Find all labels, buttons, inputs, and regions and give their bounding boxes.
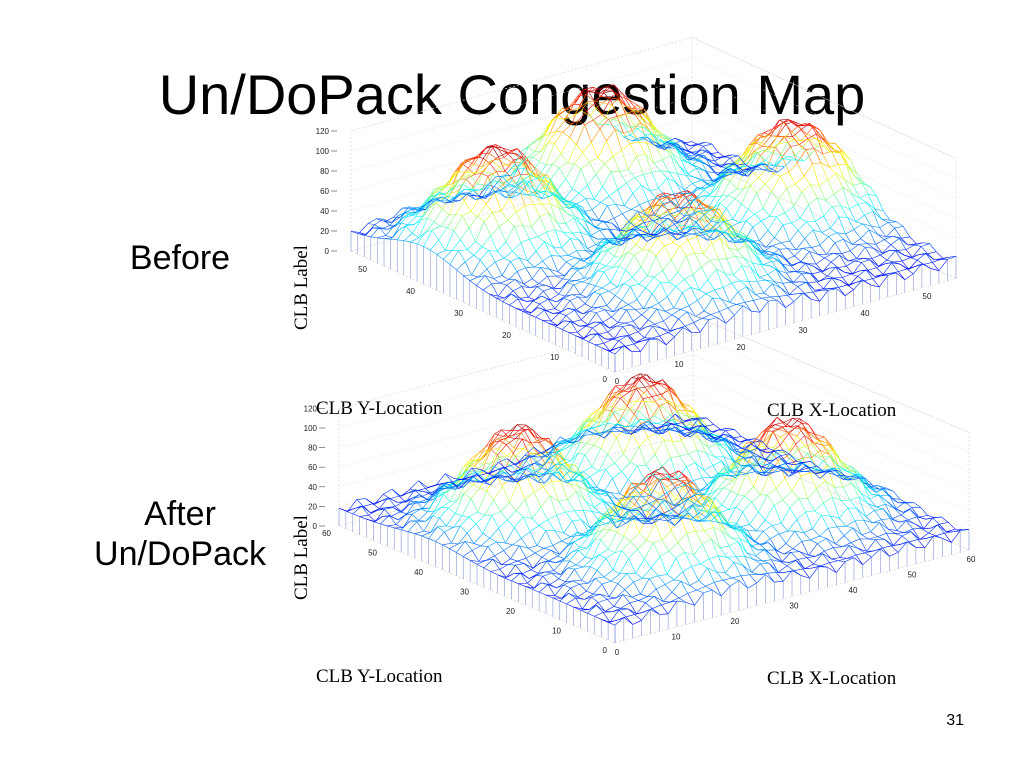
chart2-ylabel: CLB Y-Location	[316, 666, 443, 687]
z-tick-label-0: 0	[325, 247, 330, 256]
z-tick-label-80: 80	[320, 167, 329, 176]
after-label: After Un/DoPack	[70, 494, 290, 574]
chart1-surface: 0 20 40 60 80 100 120 0 10 20 30 40 50 0 10 20 30 40 50	[316, 37, 957, 386]
y-tick-label-0: 0	[603, 646, 608, 655]
z-tick-label-20: 20	[320, 227, 329, 236]
surface-mesh	[338, 373, 970, 643]
z-tick-label-80: 80	[308, 444, 317, 453]
surface-mesh	[350, 84, 957, 372]
after-label-line1: After	[144, 495, 216, 533]
z-tick-label-0: 0	[313, 522, 318, 531]
z-tick-label-60: 60	[308, 463, 317, 472]
z-tick-label-120: 120	[304, 404, 318, 413]
chart1-zlabel: CLB Label	[291, 245, 312, 330]
chart1-ylabel: CLB Y-Location	[316, 398, 443, 419]
x-tick-label-30: 30	[790, 602, 799, 611]
y-tick-label-30: 30	[460, 588, 469, 597]
y-tick-label-20: 20	[502, 331, 511, 340]
x-tick-label-50: 50	[923, 292, 932, 301]
x-tick-label-20: 20	[731, 617, 740, 626]
y-tick-label-10: 10	[550, 353, 559, 362]
y-tick-label-40: 40	[406, 287, 415, 296]
chart1-xlabel: CLB X-Location	[767, 400, 897, 421]
z-tick-label-100: 100	[316, 147, 330, 156]
x-tick-label-0: 0	[615, 648, 620, 657]
y-tick-label-50: 50	[358, 265, 367, 274]
chart2-zlabel: CLB Label	[291, 515, 312, 600]
x-tick-label-0: 0	[615, 377, 620, 386]
y-tick-label-40: 40	[414, 568, 423, 577]
z-tick-label-120: 120	[316, 127, 330, 136]
slide-title: Un/DoPack Congestion Map	[158, 63, 866, 126]
page-number: 31	[946, 712, 964, 729]
x-tick-label-10: 10	[672, 633, 681, 642]
x-tick-label-60: 60	[967, 555, 976, 564]
x-tick-label-30: 30	[799, 326, 808, 335]
x-tick-label-10: 10	[675, 360, 684, 369]
z-tick-label-100: 100	[304, 424, 318, 433]
x-tick-label-40: 40	[861, 309, 870, 318]
before-label: Before	[129, 239, 231, 277]
z-tick-label-20: 20	[308, 502, 317, 511]
z-tick-label-40: 40	[320, 207, 329, 216]
after-label-text: After Un/DoPack	[70, 494, 290, 574]
x-tick-label-20: 20	[737, 343, 746, 352]
y-tick-label-30: 30	[454, 309, 463, 318]
z-tick-label-60: 60	[320, 187, 329, 196]
z-tick-label-40: 40	[308, 483, 317, 492]
x-tick-label-40: 40	[849, 586, 858, 595]
chart2-surface: 0204060801001200102030405060010203040506…	[304, 315, 976, 657]
y-tick-label-50: 50	[368, 549, 377, 558]
x-tick-label-50: 50	[908, 571, 917, 580]
y-tick-label-0: 0	[603, 375, 608, 384]
y-tick-label-10: 10	[552, 627, 561, 636]
after-label-line2: Un/DoPack	[94, 535, 266, 573]
y-tick-label-20: 20	[506, 607, 515, 616]
y-tick-label-60: 60	[322, 529, 331, 538]
chart2-xlabel: CLB X-Location	[767, 668, 897, 689]
